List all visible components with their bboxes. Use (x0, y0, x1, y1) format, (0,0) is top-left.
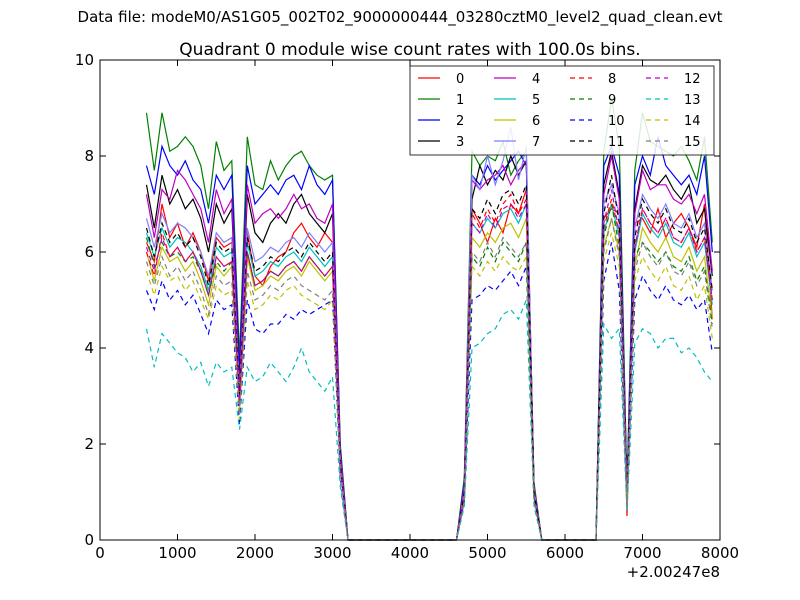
y-tick-label: 4 (84, 339, 94, 357)
legend-label: 8 (608, 72, 616, 87)
legend-label: 7 (532, 135, 540, 150)
legend-label: 14 (684, 114, 701, 129)
x-tick-label: 8000 (701, 544, 739, 562)
y-tick-label: 8 (84, 147, 94, 165)
x-tick-label: 3000 (313, 544, 351, 562)
x-tick-label: 7000 (623, 544, 661, 562)
legend-label: 4 (532, 72, 540, 87)
x-axis-offset-label: +2.00247e8 (627, 563, 720, 581)
series-line-12 (145, 189, 713, 541)
legend-label: 11 (608, 135, 625, 150)
legend-label: 12 (684, 72, 701, 87)
x-tick-label: 1000 (158, 544, 196, 562)
legend-label: 13 (684, 93, 701, 108)
legend-label: 9 (608, 93, 616, 108)
x-tick-label: 4000 (391, 544, 429, 562)
legend-label: 5 (532, 93, 540, 108)
y-tick-label: 10 (75, 51, 94, 69)
legend-label: 1 (456, 93, 464, 108)
y-tick-label: 6 (84, 243, 94, 261)
x-tick-label: 0 (95, 544, 105, 562)
chart-title: Quadrant 0 module wise count rates with … (179, 40, 640, 60)
figure-suptitle: Data file: modeM0/AS1G05_002T02_90000004… (77, 8, 723, 26)
legend-label: 15 (684, 135, 701, 150)
x-tick-label: 6000 (546, 544, 584, 562)
y-tick-label: 0 (84, 531, 94, 549)
y-tick-label: 2 (84, 435, 94, 453)
legend-label: 2 (456, 114, 464, 129)
legend-label: 0 (456, 72, 464, 87)
legend-box (409, 65, 715, 156)
x-tick-label: 5000 (468, 544, 506, 562)
x-tick-label: 2000 (236, 544, 274, 562)
legend-label: 3 (456, 135, 464, 150)
legend-label: 6 (532, 114, 540, 129)
legend-label: 10 (608, 114, 625, 129)
